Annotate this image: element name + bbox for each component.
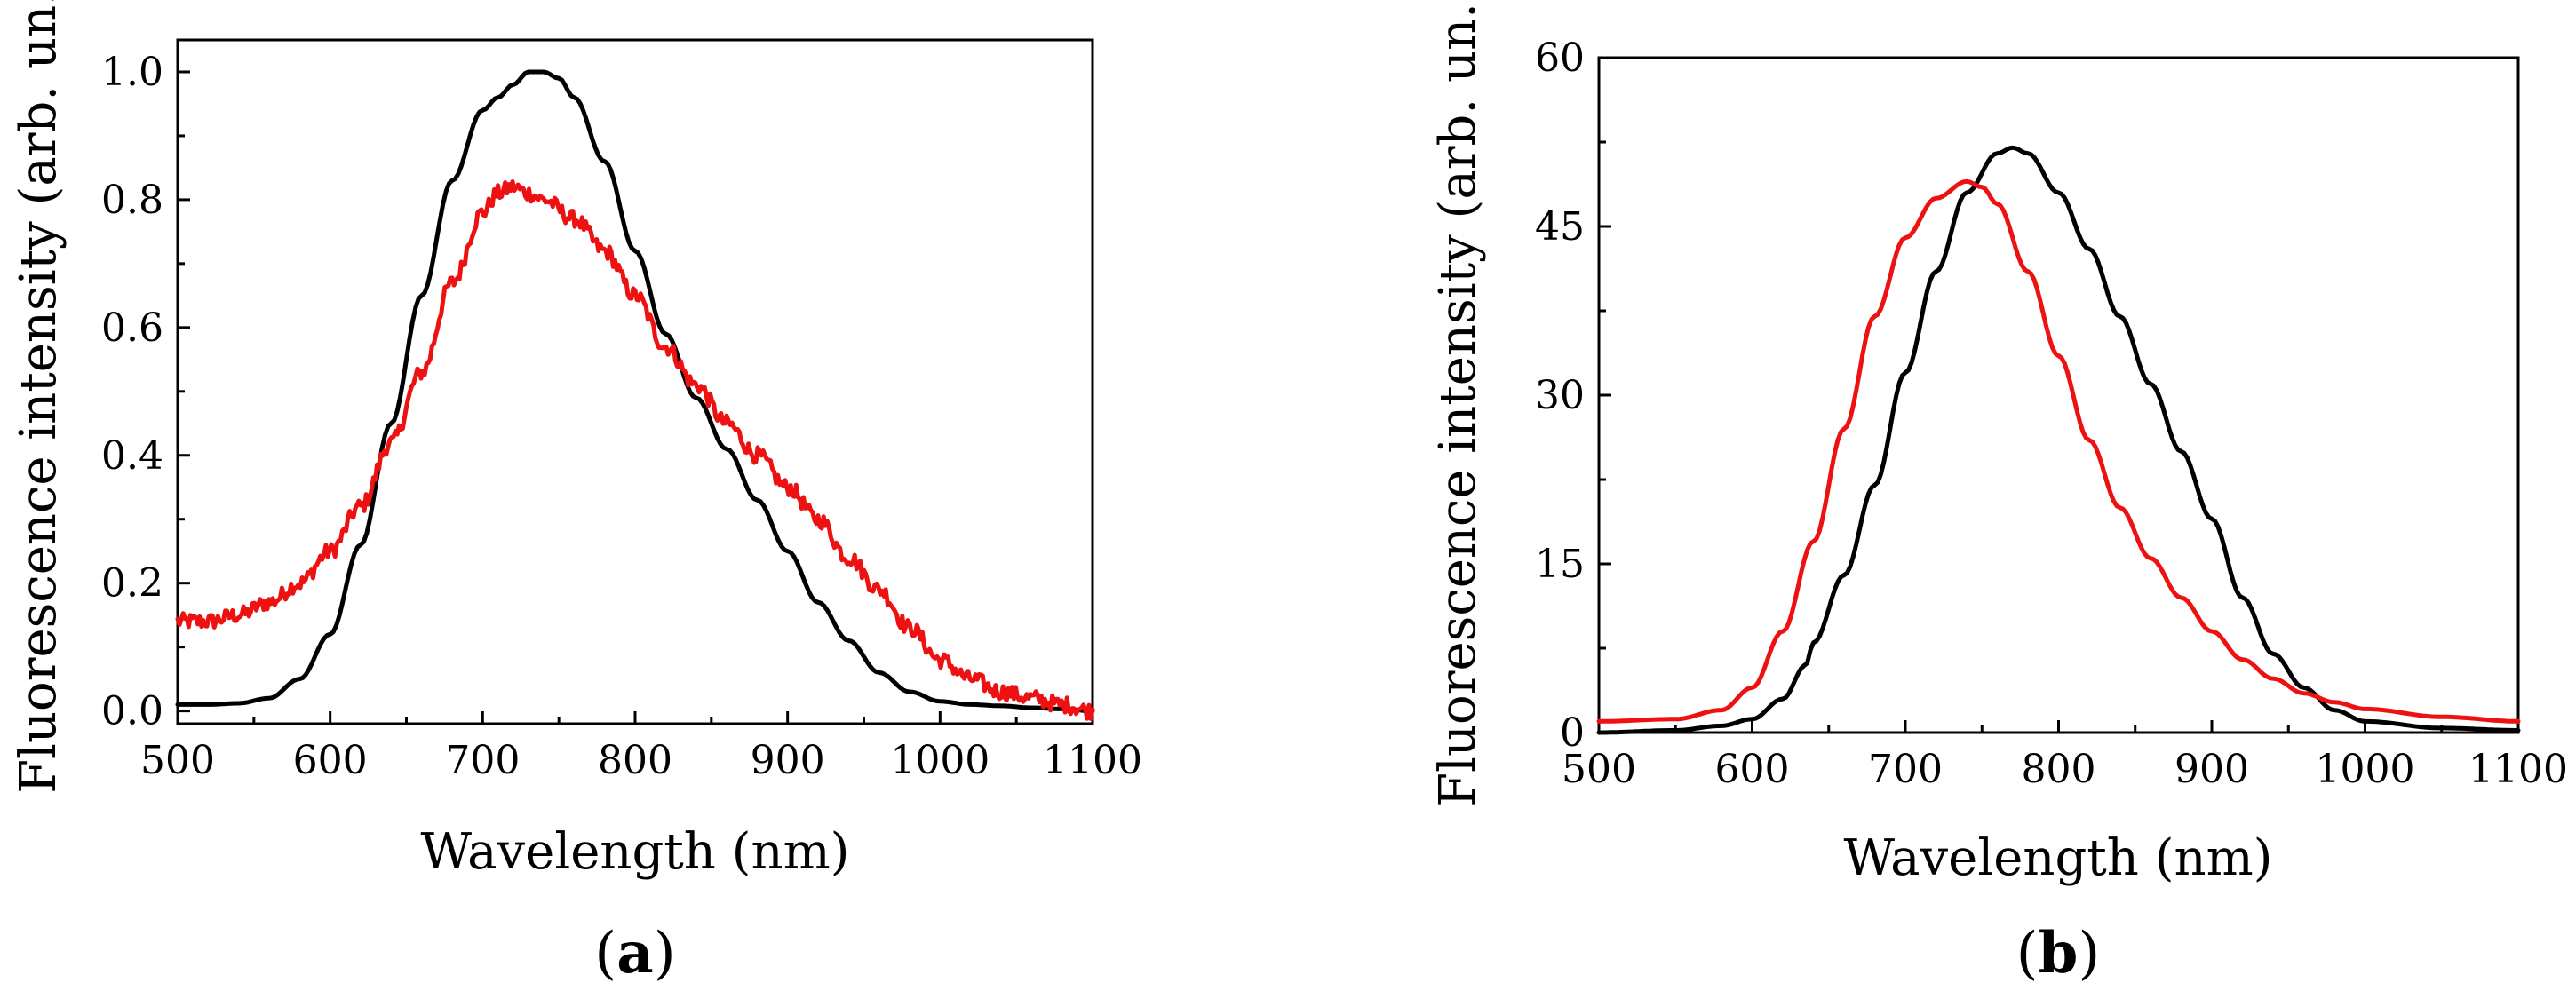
y-tick-label-b-0: 0 bbox=[1560, 710, 1585, 756]
x-tick-label-b-6: 1100 bbox=[2469, 747, 2568, 792]
y-tick-label-b-4: 60 bbox=[1535, 36, 1585, 81]
x-tick-label-a-4: 900 bbox=[751, 738, 825, 783]
x-tick-label-b-5: 1000 bbox=[2316, 747, 2415, 792]
panel-caption-a: (a) bbox=[594, 920, 675, 987]
x-tick-label-b-3: 800 bbox=[2022, 747, 2096, 792]
x-tick-label-a-2: 700 bbox=[445, 738, 520, 783]
x-tick-label-a-3: 800 bbox=[598, 738, 672, 783]
panel-letter-a: a bbox=[616, 920, 653, 987]
panel-caption-b: (b) bbox=[2016, 920, 2101, 987]
plot-area-b bbox=[1597, 56, 2520, 734]
panel-letter-b: b bbox=[2039, 920, 2079, 987]
chart-panel-a: 500 600 700 800 900 1000 1100 0.0 0.2 0.4 0.6 0.8 1.… bbox=[10, 0, 1142, 987]
y-tick-label-b-1: 15 bbox=[1535, 542, 1585, 587]
y-tick-label-a-2: 0.4 bbox=[101, 433, 163, 479]
x-tick-label-a-0: 500 bbox=[140, 738, 215, 783]
y-tick-label-a-5: 1.0 bbox=[101, 50, 163, 95]
series-line-a-red bbox=[175, 179, 1095, 721]
x-tick-label-a-5: 1000 bbox=[890, 738, 990, 783]
y-tick-label-a-1: 0.2 bbox=[101, 561, 163, 607]
series-group-b bbox=[1596, 145, 2521, 735]
y-tick-label-b-3: 45 bbox=[1535, 204, 1585, 250]
axis-ticks-a: 500 600 700 800 900 1000 1100 0.0 0.2 0.4 0.6 0.8 1.… bbox=[101, 50, 1142, 783]
y-tick-label-a-3: 0.6 bbox=[101, 305, 163, 351]
x-tick-label-b-2: 700 bbox=[1868, 747, 1943, 792]
plot-area-a bbox=[176, 38, 1094, 725]
x-tick-label-a-6: 1100 bbox=[1043, 738, 1142, 783]
x-tick-label-b-4: 900 bbox=[2174, 747, 2249, 792]
y-tick-label-a-4: 0.8 bbox=[101, 178, 163, 223]
axis-ticks-b: 500 600 700 800 900 1000 1100 0 15 30 45 60 bbox=[1535, 36, 2568, 792]
y-tick-label-a-0: 0.0 bbox=[101, 689, 163, 734]
x-tick-label-b-0: 500 bbox=[1562, 747, 1636, 792]
y-axis-label-b: Fluorescence intensity (arb. un.) bbox=[1429, 0, 1487, 807]
series-line-a-black bbox=[175, 69, 1095, 714]
x-tick-label-a-1: 600 bbox=[293, 738, 368, 783]
series-line-b-red bbox=[1596, 178, 2521, 724]
x-tick-label-b-1: 600 bbox=[1715, 747, 1790, 792]
x-axis-label-b: Wavelength (nm) bbox=[1843, 829, 2272, 887]
series-line-b-black bbox=[1596, 145, 2521, 735]
y-tick-label-b-2: 30 bbox=[1535, 373, 1585, 418]
x-axis-label-a: Wavelength (nm) bbox=[420, 823, 849, 881]
y-axis-label-a: Fluorescence intensity (arb. un.) bbox=[10, 0, 68, 794]
series-group-a bbox=[175, 69, 1095, 721]
chart-panel-b: 500 600 700 800 900 1000 1100 0 15 30 45 60 Wavelen… bbox=[1429, 0, 2568, 987]
